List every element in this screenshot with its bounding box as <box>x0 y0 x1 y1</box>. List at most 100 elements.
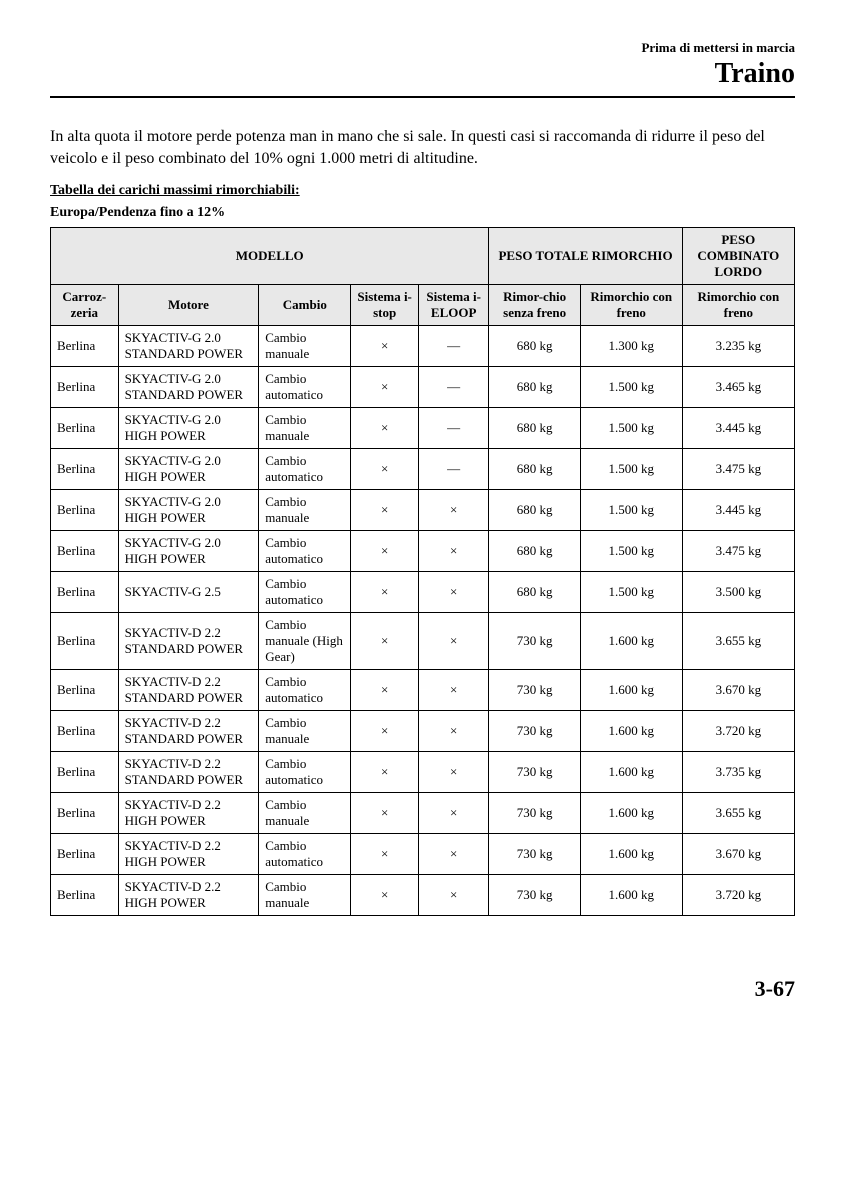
cell-nofreno: 730 kg <box>489 834 580 875</box>
table-region: Europa/Pendenza fino a 12% <box>50 205 795 221</box>
table-row: BerlinaSKYACTIV-G 2.0 HIGH POWERCambio a… <box>51 449 795 490</box>
cell-nofreno: 730 kg <box>489 752 580 793</box>
cell-ieloop: × <box>418 490 489 531</box>
cell-cambio: Cambio automatico <box>259 670 351 711</box>
table-row: BerlinaSKYACTIV-G 2.5Cambio automatico××… <box>51 572 795 613</box>
table-row: BerlinaSKYACTIV-G 2.0 HIGH POWERCambio m… <box>51 490 795 531</box>
cell-carrozzeria: Berlina <box>51 326 119 367</box>
cell-carrozzeria: Berlina <box>51 367 119 408</box>
page-number: 3-67 <box>50 976 795 1002</box>
cell-cambio: Cambio manuale <box>259 875 351 916</box>
cell-istop: × <box>351 711 419 752</box>
cell-comb: 3.735 kg <box>682 752 794 793</box>
cell-comb: 3.500 kg <box>682 572 794 613</box>
cell-engine: SKYACTIV-G 2.0 HIGH POWER <box>118 408 259 449</box>
cell-carrozzeria: Berlina <box>51 613 119 670</box>
cell-cambio: Cambio automatico <box>259 367 351 408</box>
cell-comb: 3.720 kg <box>682 711 794 752</box>
col-comb: Rimorchio con freno <box>682 285 794 326</box>
cell-ieloop: × <box>418 793 489 834</box>
cell-carrozzeria: Berlina <box>51 752 119 793</box>
cell-freno: 1.500 kg <box>580 572 682 613</box>
header-title: Traino <box>50 58 795 90</box>
cell-nofreno: 730 kg <box>489 711 580 752</box>
cell-carrozzeria: Berlina <box>51 408 119 449</box>
cell-ieloop: — <box>418 367 489 408</box>
cell-nofreno: 680 kg <box>489 326 580 367</box>
table-row: BerlinaSKYACTIV-D 2.2 STANDARD POWERCamb… <box>51 613 795 670</box>
cell-comb: 3.475 kg <box>682 531 794 572</box>
cell-ieloop: × <box>418 531 489 572</box>
col-group-weight: PESO TOTALE RIMORCHIO <box>489 228 682 285</box>
cell-istop: × <box>351 572 419 613</box>
cell-nofreno: 680 kg <box>489 490 580 531</box>
cell-comb: 3.465 kg <box>682 367 794 408</box>
cell-engine: SKYACTIV-G 2.0 STANDARD POWER <box>118 367 259 408</box>
cell-freno: 1.600 kg <box>580 752 682 793</box>
col-nofreno: Rimor-chio senza freno <box>489 285 580 326</box>
cell-nofreno: 680 kg <box>489 531 580 572</box>
cell-carrozzeria: Berlina <box>51 875 119 916</box>
cell-carrozzeria: Berlina <box>51 834 119 875</box>
cell-engine: SKYACTIV-D 2.2 HIGH POWER <box>118 875 259 916</box>
cell-freno: 1.600 kg <box>580 875 682 916</box>
cell-comb: 3.475 kg <box>682 449 794 490</box>
table-row: BerlinaSKYACTIV-G 2.0 STANDARD POWERCamb… <box>51 367 795 408</box>
cell-freno: 1.300 kg <box>580 326 682 367</box>
cell-ieloop: — <box>418 326 489 367</box>
cell-cambio: Cambio manuale <box>259 408 351 449</box>
cell-carrozzeria: Berlina <box>51 670 119 711</box>
cell-freno: 1.500 kg <box>580 531 682 572</box>
col-carrozzeria: Carroz-zeria <box>51 285 119 326</box>
cell-comb: 3.670 kg <box>682 670 794 711</box>
cell-comb: 3.445 kg <box>682 408 794 449</box>
col-freno: Rimorchio con freno <box>580 285 682 326</box>
col-group-comb: PESO COMBINATO LORDO <box>682 228 794 285</box>
col-ieloop: Sistema i-ELOOP <box>418 285 489 326</box>
col-motore: Motore <box>118 285 259 326</box>
cell-cambio: Cambio automatico <box>259 449 351 490</box>
cell-carrozzeria: Berlina <box>51 490 119 531</box>
cell-freno: 1.600 kg <box>580 793 682 834</box>
cell-nofreno: 680 kg <box>489 367 580 408</box>
cell-istop: × <box>351 875 419 916</box>
cell-freno: 1.600 kg <box>580 834 682 875</box>
cell-ieloop: × <box>418 613 489 670</box>
cell-cambio: Cambio manuale <box>259 711 351 752</box>
cell-engine: SKYACTIV-D 2.2 STANDARD POWER <box>118 613 259 670</box>
cell-nofreno: 680 kg <box>489 408 580 449</box>
cell-nofreno: 730 kg <box>489 670 580 711</box>
table-title: Tabella dei carichi massimi rimorchiabil… <box>50 183 795 199</box>
cell-freno: 1.500 kg <box>580 408 682 449</box>
col-cambio: Cambio <box>259 285 351 326</box>
cell-freno: 1.600 kg <box>580 670 682 711</box>
page-header: Prima di mettersi in marcia Traino <box>50 40 795 98</box>
cell-comb: 3.235 kg <box>682 326 794 367</box>
cell-carrozzeria: Berlina <box>51 449 119 490</box>
cell-freno: 1.500 kg <box>580 490 682 531</box>
cell-engine: SKYACTIV-G 2.0 HIGH POWER <box>118 531 259 572</box>
cell-comb: 3.655 kg <box>682 793 794 834</box>
cell-cambio: Cambio automatico <box>259 572 351 613</box>
cell-ieloop: × <box>418 572 489 613</box>
cell-cambio: Cambio manuale (High Gear) <box>259 613 351 670</box>
cell-istop: × <box>351 367 419 408</box>
cell-carrozzeria: Berlina <box>51 711 119 752</box>
cell-cambio: Cambio manuale <box>259 490 351 531</box>
col-group-model: MODELLO <box>51 228 489 285</box>
cell-istop: × <box>351 613 419 670</box>
cell-engine: SKYACTIV-G 2.0 HIGH POWER <box>118 490 259 531</box>
cell-freno: 1.600 kg <box>580 711 682 752</box>
cell-istop: × <box>351 670 419 711</box>
cell-engine: SKYACTIV-G 2.5 <box>118 572 259 613</box>
cell-freno: 1.500 kg <box>580 449 682 490</box>
cell-engine: SKYACTIV-G 2.0 STANDARD POWER <box>118 326 259 367</box>
cell-istop: × <box>351 834 419 875</box>
cell-comb: 3.445 kg <box>682 490 794 531</box>
intro-text: In alta quota il motore perde potenza ma… <box>50 126 795 169</box>
table-row: BerlinaSKYACTIV-D 2.2 STANDARD POWERCamb… <box>51 752 795 793</box>
cell-cambio: Cambio manuale <box>259 326 351 367</box>
cell-istop: × <box>351 752 419 793</box>
cell-engine: SKYACTIV-D 2.2 HIGH POWER <box>118 793 259 834</box>
table-row: BerlinaSKYACTIV-G 2.0 STANDARD POWERCamb… <box>51 326 795 367</box>
